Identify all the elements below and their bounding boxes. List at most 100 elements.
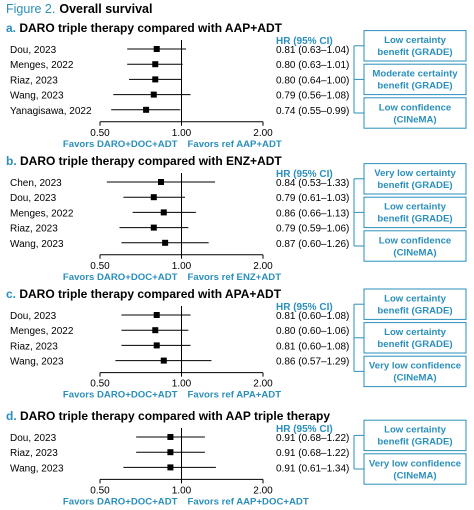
certainty-box bbox=[363, 453, 467, 485]
panel-letter: a. bbox=[6, 21, 19, 35]
hr-point bbox=[157, 179, 164, 185]
favors-right-label: Favors ref AAP+DOC+ADT bbox=[188, 496, 309, 507]
certainty-line-2: (CINeMA) bbox=[393, 470, 436, 481]
favors-left-label: Favors DARO+DOC+ADT bbox=[63, 139, 178, 150]
panel-letter: d. bbox=[6, 409, 20, 423]
certainty-line-1: Low certainty bbox=[384, 35, 447, 46]
certainty-line-1: Very low confidence bbox=[369, 458, 461, 469]
hr-ci-text: 0.86 (0.57–1.29) bbox=[276, 357, 349, 368]
certainty-box bbox=[363, 196, 467, 229]
hr-ci-text: 0.86 (0.66–1.13) bbox=[276, 208, 349, 219]
x-tick-label: 0.50 bbox=[90, 261, 110, 272]
hr-point bbox=[167, 464, 174, 471]
study-label: Menges, 2022 bbox=[10, 326, 74, 337]
x-tick-label: 0.50 bbox=[90, 485, 110, 496]
study-label: Wang, 2023 bbox=[10, 463, 64, 474]
hr-point bbox=[152, 76, 159, 83]
certainty-line-1: Low certainty bbox=[384, 327, 447, 338]
hr-point bbox=[153, 312, 160, 318]
panel-title-text: DARO triple therapy compared with ENZ+AD… bbox=[20, 154, 282, 168]
hr-ci-text: 0.74 (0.55–0.99) bbox=[276, 106, 349, 117]
certainty-line-1: Low confidence bbox=[379, 102, 452, 113]
hr-ci-text: 0.79 (0.61–1.03) bbox=[276, 193, 349, 204]
study-label: Dou, 2023 bbox=[10, 311, 57, 322]
panel-title: b. DARO triple therapy compared with ENZ… bbox=[6, 154, 282, 168]
certainty-box bbox=[363, 97, 467, 129]
study-label: Riaz, 2023 bbox=[10, 224, 58, 235]
study-label: Riaz, 2023 bbox=[10, 75, 58, 86]
panels: a. DARO triple therapy compared with AAP… bbox=[6, 21, 467, 507]
x-tick-label: 0.50 bbox=[90, 379, 110, 390]
hr-point bbox=[150, 91, 157, 98]
certainty-line-1: Moderate certainty bbox=[372, 69, 458, 80]
hr-ci-text: 0.79 (0.56–1.08) bbox=[276, 91, 349, 102]
favors-right-label: Favors ref ENZ+ADT bbox=[188, 272, 282, 283]
figure-heading: Figure 2. Overall survival bbox=[6, 2, 152, 16]
certainty-line-2: benefit (GRADE) bbox=[377, 214, 452, 225]
hr-column-header: HR (95% CI) bbox=[276, 424, 333, 435]
hr-ci-text: 0.81 (0.60–1.08) bbox=[276, 341, 349, 352]
hr-ci-text: 0.81 (0.63–1.04) bbox=[276, 45, 349, 56]
hr-column-header: HR (95% CI) bbox=[276, 36, 333, 47]
figure-label: Figure 2. bbox=[6, 2, 55, 16]
certainty-line-1: Very low certainty bbox=[374, 168, 456, 179]
panel-title-text: DARO triple therapy compared with APA+AD… bbox=[19, 287, 281, 301]
panel-letter: b. bbox=[6, 154, 20, 168]
certainty-line-2: benefit (GRADE) bbox=[377, 81, 452, 92]
panel-title-text: DARO triple therapy compared with AAP+AD… bbox=[19, 21, 282, 35]
study-label: Riaz, 2023 bbox=[10, 448, 58, 459]
certainty-line-2: (CINeMA) bbox=[393, 247, 436, 258]
hr-point bbox=[152, 61, 159, 68]
hr-ci-text: 0.80 (0.64–1.00) bbox=[276, 75, 349, 86]
certainty-line-2: (CINeMA) bbox=[393, 114, 436, 125]
panel-letter: c. bbox=[6, 287, 19, 301]
certainty-line-2: benefit (GRADE) bbox=[377, 306, 452, 317]
hr-ci-text: 0.79 (0.59–1.06) bbox=[276, 224, 349, 235]
study-label: Wang, 2023 bbox=[10, 357, 64, 368]
certainty-line-1: Low certainty bbox=[384, 202, 447, 213]
hr-ci-text: 0.87 (0.60–1.26) bbox=[276, 239, 349, 250]
x-tick-label: 1.00 bbox=[172, 128, 192, 139]
certainty-line-1: Low certainty bbox=[384, 294, 447, 305]
study-label: Menges, 2022 bbox=[10, 208, 74, 219]
hr-point bbox=[160, 209, 167, 216]
x-tick-label: 2.00 bbox=[253, 261, 273, 272]
favors-right-label: Favors ref APA+ADT bbox=[188, 390, 282, 401]
certainty-line-2: benefit (GRADE) bbox=[377, 339, 452, 350]
study-label: Dou, 2023 bbox=[10, 45, 57, 56]
certainty-box bbox=[363, 288, 467, 320]
hr-point bbox=[167, 434, 174, 440]
forest-panel-d: d. DARO triple therapy compared with AAP… bbox=[6, 409, 467, 507]
x-tick-label: 1.00 bbox=[172, 379, 192, 390]
certainty-box bbox=[363, 230, 467, 262]
certainty-box bbox=[363, 419, 467, 452]
certainty-line-1: Low certainty bbox=[384, 425, 447, 436]
study-label: Wang, 2023 bbox=[10, 239, 64, 250]
study-label: Chen, 2023 bbox=[10, 178, 62, 189]
hr-column-header: HR (95% CI) bbox=[276, 302, 333, 313]
certainty-line-2: benefit (GRADE) bbox=[377, 47, 452, 58]
x-tick-label: 1.00 bbox=[172, 261, 192, 272]
hr-point bbox=[162, 239, 169, 246]
panel-title: d. DARO triple therapy compared with AAP… bbox=[6, 409, 330, 423]
favors-left-label: Favors DARO+DOC+ADT bbox=[63, 272, 178, 283]
x-tick-label: 2.00 bbox=[253, 379, 273, 390]
hr-point bbox=[160, 357, 167, 364]
certainty-line-2: benefit (GRADE) bbox=[377, 437, 452, 448]
forest-panel-b: b. DARO triple therapy compared with ENZ… bbox=[6, 154, 467, 283]
x-tick-label: 0.50 bbox=[90, 128, 110, 139]
hr-ci-text: 0.80 (0.60–1.06) bbox=[276, 326, 349, 337]
hr-column-header: HR (95% CI) bbox=[276, 169, 333, 180]
hr-ci-text: 0.91 (0.68–1.22) bbox=[276, 433, 349, 444]
hr-point bbox=[150, 224, 157, 231]
hr-point bbox=[143, 106, 150, 113]
panel-title: a. DARO triple therapy compared with AAP… bbox=[6, 21, 283, 35]
favors-left-label: Favors DARO+DOC+ADT bbox=[63, 496, 178, 507]
study-label: Dou, 2023 bbox=[10, 433, 57, 444]
x-tick-label: 2.00 bbox=[253, 485, 273, 496]
panel-title: c. DARO triple therapy compared with APA… bbox=[6, 287, 282, 301]
certainty-box bbox=[363, 355, 467, 388]
hr-point bbox=[167, 449, 174, 456]
x-tick-label: 1.00 bbox=[172, 485, 192, 496]
